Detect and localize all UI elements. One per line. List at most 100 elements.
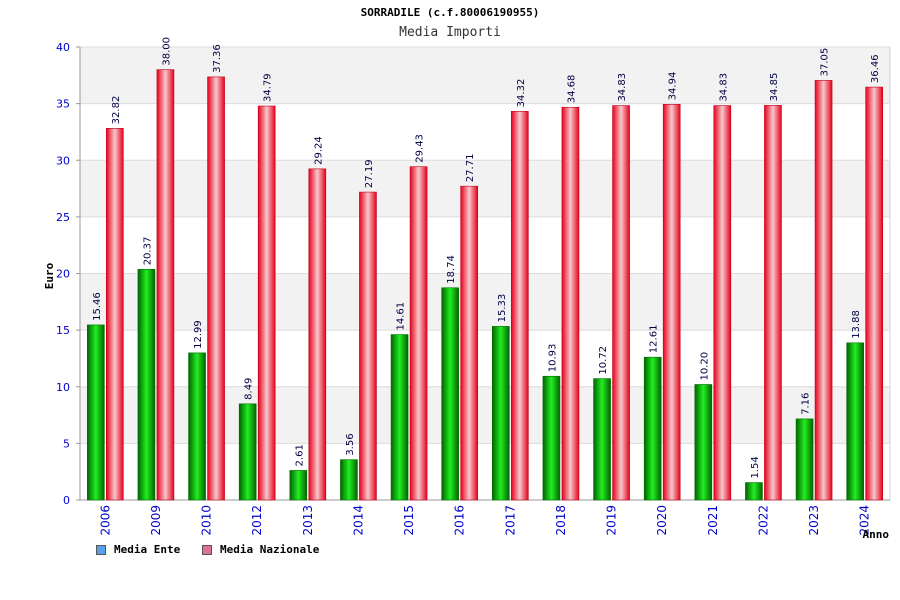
data-label: 18.74 [446, 255, 457, 284]
legend-swatch-nazionale [202, 544, 212, 555]
bar-media-nazionale [764, 105, 782, 501]
data-label: 12.61 [649, 325, 660, 354]
x-tick-label: 2014 [351, 505, 365, 536]
data-label: 10.93 [547, 344, 558, 373]
data-label: 37.05 [820, 48, 831, 77]
bar-media-ente [390, 334, 409, 501]
data-label: 13.88 [851, 310, 862, 339]
x-tick-label: 2021 [706, 505, 720, 536]
bar-media-nazionale [662, 104, 681, 501]
data-label: 37.36 [212, 44, 223, 73]
data-label: 10.72 [598, 346, 609, 375]
data-label: 1.54 [750, 456, 761, 478]
bar-media-ente [238, 403, 257, 501]
bar-media-ente [542, 375, 561, 501]
legend-item-media-ente: Media Ente [96, 543, 180, 556]
data-label: 8.49 [244, 378, 255, 400]
bar-media-ente [137, 269, 156, 501]
data-label: 34.79 [263, 73, 274, 102]
data-label: 29.43 [415, 134, 426, 163]
bar-media-nazionale [865, 86, 883, 501]
bar-media-nazionale [207, 76, 225, 501]
bars: 15.46 32.82 20.37 38.00 12.99 37.36 8.49 34.79 2… [87, 37, 883, 501]
x-tick-label: 2013 [301, 505, 315, 536]
bar-media-nazionale [308, 168, 327, 501]
bar-media-nazionale [612, 105, 630, 501]
data-label: 34.85 [769, 73, 780, 102]
data-label: 27.71 [465, 154, 476, 183]
data-label: 15.46 [92, 292, 103, 321]
bar-media-nazionale [106, 128, 124, 501]
data-label: 14.61 [396, 302, 407, 331]
y-tick-label: 15 [56, 324, 70, 337]
data-label: 38.00 [161, 37, 172, 66]
y-axis-ticks: 0 5 10 15 20 25 30 35 40 [56, 41, 80, 507]
x-tick-label: 2010 [200, 505, 214, 536]
data-label: 10.20 [699, 352, 710, 381]
data-label: 7.16 [801, 393, 812, 415]
bar-media-ente [593, 378, 611, 501]
x-tick-label: 2009 [149, 505, 163, 536]
data-label: 2.61 [294, 444, 305, 466]
x-tick-label: 2019 [605, 505, 619, 536]
chart-subtitle: Media Importi [399, 25, 501, 40]
y-tick-label: 25 [56, 211, 70, 224]
y-tick-label: 0 [63, 494, 70, 507]
bar-media-nazionale [511, 111, 529, 501]
bar-media-ente [340, 459, 358, 501]
bar-media-ente [846, 342, 864, 501]
data-label: 34.83 [718, 73, 729, 102]
x-tick-label: 2006 [98, 505, 112, 536]
data-label: 27.19 [364, 159, 375, 188]
data-label: 3.56 [345, 433, 356, 455]
bar-media-ente [795, 418, 814, 501]
data-label: 34.32 [516, 79, 527, 108]
data-label: 34.68 [566, 75, 577, 104]
bar-media-ente [694, 384, 713, 501]
bar-media-nazionale [814, 80, 833, 501]
x-axis-ticks: 2006 2009 2010 2012 2013 2014 2015 2016 2017 2018… [98, 505, 871, 536]
bar-media-ente [87, 324, 105, 501]
bar-media-nazionale [359, 191, 377, 501]
x-tick-label: 2022 [756, 505, 770, 536]
bar-media-nazionale [561, 106, 580, 501]
data-label: 34.94 [668, 72, 679, 101]
x-axis-label: Anno [863, 528, 890, 541]
x-tick-label: 2023 [807, 505, 821, 536]
y-tick-label: 10 [56, 381, 70, 394]
data-label: 12.99 [193, 320, 204, 349]
x-tick-label: 2018 [554, 505, 568, 536]
x-tick-label: 2015 [402, 505, 416, 536]
data-label: 29.24 [313, 136, 324, 165]
bar-media-ente [289, 470, 308, 501]
bar-media-ente [643, 356, 662, 501]
legend-label-nazionale: Media Nazionale [220, 543, 320, 556]
x-tick-label: 2016 [453, 505, 467, 536]
y-tick-label: 30 [56, 154, 70, 167]
bar-media-nazionale [409, 166, 428, 501]
x-tick-label: 2024 [858, 505, 872, 536]
data-label: 34.83 [617, 73, 628, 102]
x-tick-label: 2017 [503, 505, 517, 536]
y-tick-label: 40 [56, 41, 70, 54]
y-tick-label: 5 [63, 437, 70, 450]
x-tick-label: 2020 [655, 505, 669, 536]
legend-label-ente: Media Ente [114, 543, 181, 556]
x-tick-label: 2012 [250, 505, 264, 536]
y-tick-label: 20 [56, 268, 70, 281]
bar-media-ente [492, 326, 510, 501]
bar-media-ente [188, 352, 206, 501]
data-label: 20.37 [142, 237, 153, 266]
bar-media-nazionale [156, 69, 175, 501]
data-label: 32.82 [111, 96, 122, 125]
y-tick-label: 35 [56, 98, 70, 111]
data-label: 15.33 [497, 294, 508, 323]
y-axis-label: Euro [43, 262, 56, 289]
data-label: 36.46 [870, 54, 881, 83]
legend-swatch-ente [96, 544, 106, 555]
bar-media-nazionale [713, 105, 732, 501]
chart-title: SORRADILE (c.f.80006190955) [360, 6, 540, 19]
bar-media-nazionale [460, 185, 478, 501]
bar-media-nazionale [257, 105, 276, 501]
legend-item-media-nazionale: Media Nazionale [202, 543, 319, 556]
